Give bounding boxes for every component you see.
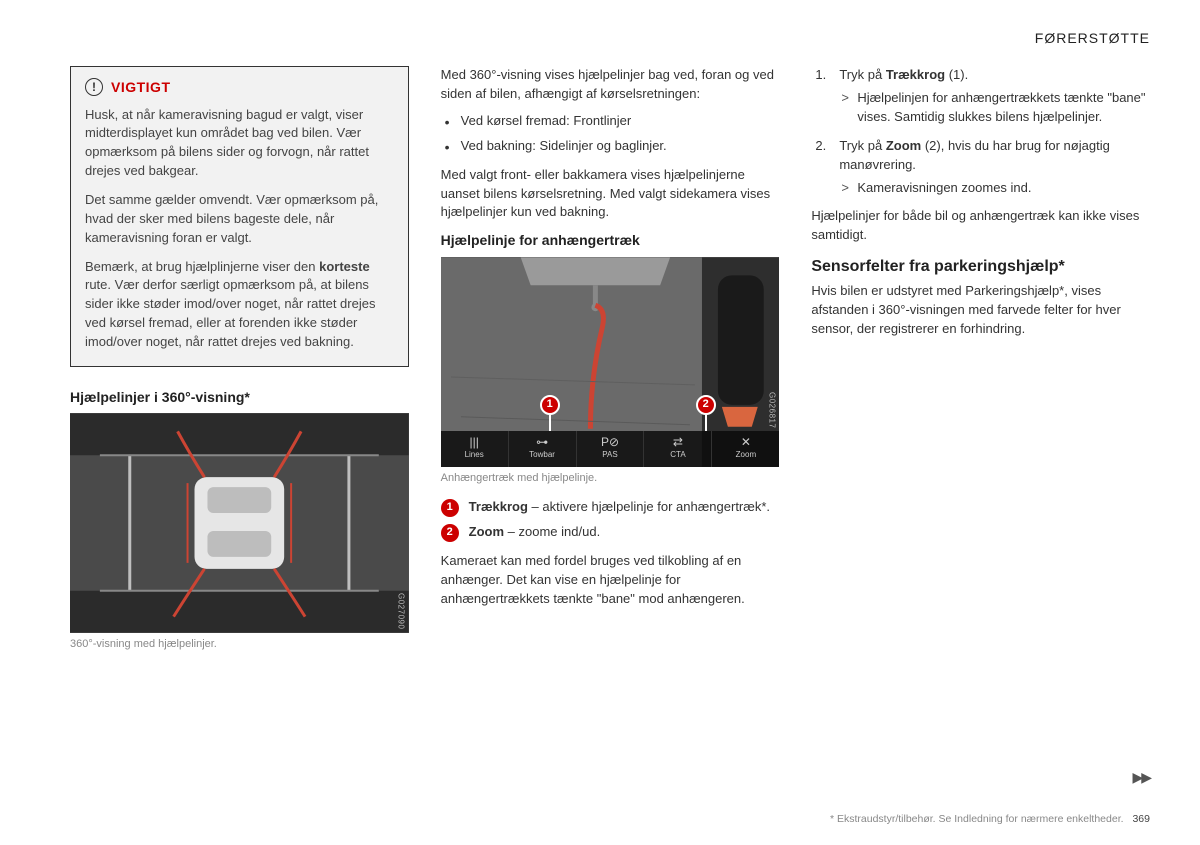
toolbar-towbar[interactable]: ⊶ Towbar	[509, 431, 577, 467]
toolbar-label: CTA	[670, 449, 685, 461]
figure-towbar: ||| Lines ⊶ Towbar P⊘ PAS ⇄ CTA ✕ Zoom	[441, 257, 780, 467]
toolbar-label: Lines	[465, 449, 484, 461]
camera-toolbar: ||| Lines ⊶ Towbar P⊘ PAS ⇄ CTA ✕ Zoom	[441, 431, 780, 467]
numbered-item-1: 1 Trækkrog – aktivere hjælpelinje for an…	[441, 498, 780, 517]
text-bold: Trækkrog	[886, 67, 945, 82]
bullet-item: Ved kørsel fremad: Frontlinjer	[441, 112, 780, 131]
section-header: FØRERSTØTTE	[70, 28, 1150, 48]
column-2: Med 360°-visning vises hjælpelinjer bag …	[441, 66, 780, 665]
body-p-sensor: Hvis bilen er udstyret med Parkeringshjæ…	[811, 282, 1150, 339]
important-title: VIGTIGT	[111, 77, 171, 97]
callout-stem	[549, 413, 551, 431]
cta-icon: ⇄	[673, 436, 683, 448]
toolbar-label: Towbar	[529, 449, 555, 461]
steps-list: Tryk på Trækkrog (1). Hjælpelinjen for a…	[811, 66, 1150, 197]
important-p1: Husk, at når kameravisning bagud er valg…	[85, 106, 394, 181]
text: Tryk på	[839, 67, 885, 82]
num-item-text: Zoom – zoome ind/ud.	[469, 523, 780, 542]
image-code: G027090	[395, 593, 407, 629]
zoom-icon: ✕	[741, 436, 751, 448]
callout-marker-2: 2	[696, 395, 716, 415]
text: (1).	[945, 67, 968, 82]
text-bold: kor­teste	[319, 259, 370, 274]
towbar-icon: ⊶	[536, 436, 548, 448]
image-code: G026817	[766, 392, 778, 428]
step-result: Kameravisningen zoomes ind.	[839, 179, 1150, 198]
toolbar-label: PAS	[602, 449, 617, 461]
figure-360-view: G027090	[70, 413, 409, 633]
step-2: Tryk på Zoom (2), hvis du har brug for n…	[811, 137, 1150, 198]
important-p3: Bemærk, at brug hjælplinjerne viser den …	[85, 258, 394, 352]
bullet-list: Ved kørsel fremad: Frontlinjer Ved bakni…	[441, 112, 780, 156]
text: Tryk på	[839, 138, 885, 153]
column-3: Tryk på Trækkrog (1). Hjælpelinjen for a…	[811, 66, 1150, 665]
important-p2: Det samme gælder omvendt. Vær opmærksom …	[85, 191, 394, 248]
column-1: ! VIGTIGT Husk, at når kameravisning bag…	[70, 66, 409, 665]
toolbar-pas[interactable]: P⊘ PAS	[577, 431, 645, 467]
num-circle-icon: 1	[441, 499, 459, 517]
continue-icon: ▶▶	[1132, 767, 1150, 787]
caption-towbar: Anhængertræk med hjælpelinje.	[441, 471, 780, 487]
footnote: * Ekstraudstyr/tilbehør. Se Indledning f…	[830, 813, 1124, 825]
num-item-text: Trækkrog – aktivere hjælpelinje for anhæ…	[469, 498, 780, 517]
lines-icon: |||	[469, 436, 478, 448]
illustration-360	[70, 413, 409, 633]
page-footer: * Ekstraudstyr/tilbehør. Se Indledning f…	[830, 812, 1150, 827]
important-title-row: ! VIGTIGT	[85, 77, 394, 97]
section-heading-sensor: Sensorfelter fra parkeringshjælp*	[811, 255, 1150, 278]
warning-icon: !	[85, 78, 103, 96]
toolbar-label: Zoom	[736, 449, 756, 461]
text: rute. Vær derfor særligt opmærksom på, a…	[85, 277, 375, 349]
desc: – zoome ind/ud.	[504, 524, 600, 539]
toolbar-cta[interactable]: ⇄ CTA	[644, 431, 712, 467]
subheading-360: Hjælpelinjer i 360°-visning*	[70, 387, 409, 407]
intro-p: Med 360°-visning vises hjælpelinjer bag …	[441, 66, 780, 104]
page-number: 369	[1132, 813, 1150, 825]
callout-stem	[705, 413, 707, 431]
text-bold: Zoom	[886, 138, 921, 153]
content-columns: ! VIGTIGT Husk, at når kameravisning bag…	[70, 66, 1150, 665]
numbered-list: 1 Trækkrog – aktivere hjælpelinje for an…	[441, 498, 780, 542]
label: Trækkrog	[469, 499, 528, 514]
numbered-item-2: 2 Zoom – zoome ind/ud.	[441, 523, 780, 542]
body-p: Hjælpelinjer for både bil og anhængertræ…	[811, 207, 1150, 245]
callout-marker-1: 1	[540, 395, 560, 415]
desc: – aktivere hjælpelinje for anhængertræk*…	[528, 499, 770, 514]
caption-360: 360°-visning med hjælpelinjer.	[70, 637, 409, 653]
body-p-tail: Kameraet kan med fordel bruges ved tilko…	[441, 552, 780, 609]
text: Bemærk, at brug hjælplinjerne viser den	[85, 259, 319, 274]
num-circle-icon: 2	[441, 524, 459, 542]
subheading-towbar: Hjælpelinje for anhængertræk	[441, 230, 780, 250]
body-p: Med valgt front- eller bakkamera vises h…	[441, 166, 780, 223]
toolbar-zoom[interactable]: ✕ Zoom	[712, 431, 779, 467]
step-result: Hjælpelinjen for anhængertrækkets tænkte…	[839, 89, 1150, 127]
label: Zoom	[469, 524, 504, 539]
step-1: Tryk på Trækkrog (1). Hjælpelinjen for a…	[811, 66, 1150, 127]
toolbar-lines[interactable]: ||| Lines	[441, 431, 509, 467]
important-box: ! VIGTIGT Husk, at når kameravisning bag…	[70, 66, 409, 366]
pas-icon: P⊘	[601, 436, 619, 448]
bullet-item: Ved bakning: Sidelinjer og baglinjer.	[441, 137, 780, 156]
